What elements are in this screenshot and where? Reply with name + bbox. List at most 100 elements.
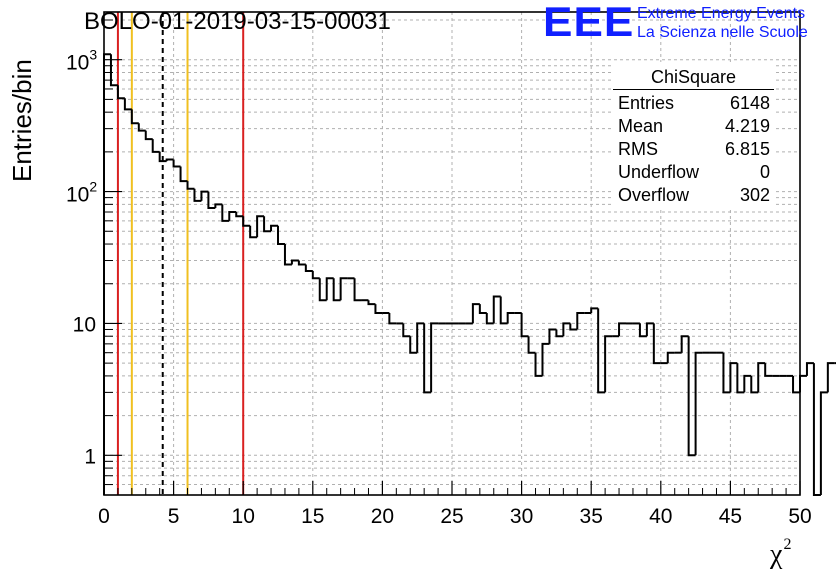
histogram-bin	[736, 363, 745, 394]
x-axis-label-exponent: 2	[783, 536, 792, 553]
histogram-bin	[179, 166, 188, 183]
histogram-bin	[722, 352, 731, 394]
histogram-bin	[200, 190, 209, 201]
histogram-bin	[805, 362, 814, 376]
histogram-bin	[764, 363, 773, 377]
histogram-bin	[534, 352, 543, 377]
x-tick-label: 45	[719, 505, 742, 528]
tick-labels: 0 5 10 15 20 25 30 35 40 45 50 1 10 102 103	[66, 47, 812, 528]
y-tick-label: 1	[84, 445, 96, 468]
histogram-bin	[297, 260, 306, 266]
x-tick-label: 35	[580, 505, 603, 528]
histogram-bin	[576, 311, 585, 330]
histogram-bin	[638, 323, 647, 338]
histogram-bin	[409, 336, 418, 354]
histogram-bin	[799, 374, 807, 393]
x-tick-label: 10	[232, 505, 255, 528]
histogram-bin	[430, 322, 439, 393]
histogram-bin	[325, 277, 334, 301]
logo-line-2: La Scienza nelle Scuole	[637, 24, 808, 41]
histogram-bin	[750, 375, 759, 394]
histogram-bin	[235, 211, 244, 218]
stats-value: 0	[759, 162, 770, 182]
histogram-bin	[819, 391, 828, 495]
histogram-bin	[290, 259, 299, 265]
histogram-bin	[541, 342, 550, 376]
x-tick-label: 0	[98, 505, 110, 528]
histogram-bin	[256, 215, 265, 238]
histogram-bin	[283, 244, 292, 266]
histogram-bin	[151, 139, 160, 153]
logo-mark: EEE	[543, 0, 635, 45]
histogram-bin	[416, 322, 425, 353]
histogram-bin	[645, 322, 654, 337]
histogram-bin	[228, 210, 237, 221]
axis-ticks	[103, 19, 801, 496]
histogram-bin	[270, 224, 278, 232]
histogram-bin	[652, 323, 661, 365]
histogram-bin	[812, 363, 821, 496]
histogram-bin	[214, 203, 223, 209]
histogram-bin	[548, 328, 557, 344]
y-tick-label: 10	[73, 313, 96, 336]
x-tick-label: 15	[301, 505, 324, 528]
histogram-bin	[116, 85, 125, 100]
histogram-bin	[492, 295, 501, 324]
histogram-bin	[604, 335, 613, 393]
histogram-bin	[193, 188, 202, 202]
histogram-bin	[123, 98, 132, 111]
stats-value: 6.815	[724, 139, 770, 159]
histogram-bin	[666, 351, 675, 364]
histogram-bin	[743, 374, 752, 393]
histogram-bin	[332, 278, 341, 302]
histogram-bin	[687, 336, 696, 457]
x-tick-label: 20	[371, 505, 394, 528]
histogram-bin	[826, 362, 835, 393]
stats-divider	[613, 89, 774, 90]
y-axis-label-box: Entries/bin	[2, 59, 42, 192]
histogram-bin	[478, 304, 487, 314]
histogram-bin	[499, 296, 508, 325]
histogram-bin	[792, 375, 800, 394]
histogram-bin	[527, 336, 536, 354]
x-axis-label: χ2	[770, 536, 791, 571]
histogram-bin	[263, 216, 272, 233]
stats-value: 6148	[729, 93, 770, 113]
y-tick-label: 103	[66, 47, 97, 75]
histogram-bin	[318, 278, 327, 302]
stats-key: Mean	[618, 116, 664, 136]
y-axis-label: Entries/bin	[7, 59, 37, 182]
histogram-bin	[207, 191, 216, 210]
x-tick-label: 25	[440, 505, 463, 528]
histogram-bin	[339, 277, 348, 301]
stats-key: RMS	[618, 139, 658, 159]
histogram-bin	[520, 312, 529, 338]
histogram-bin	[402, 323, 411, 338]
histogram-bin	[729, 362, 738, 393]
histogram-bin	[144, 130, 153, 141]
histogram-bin	[130, 109, 139, 125]
histogram-bin	[388, 312, 397, 325]
histogram-bin	[221, 204, 230, 222]
histogram-bin	[367, 300, 376, 306]
histogram-bars	[103, 53, 836, 496]
x-tick-label: 30	[510, 505, 533, 528]
histogram-bin	[680, 335, 689, 353]
histogram-bin	[249, 225, 258, 239]
histogram-bin	[311, 270, 320, 280]
marker-lines	[116, 12, 245, 495]
chart-title: BOLO-01-2019-03-15-00031	[84, 8, 391, 35]
histogram-bin	[165, 158, 174, 162]
histogram-bin	[353, 278, 362, 302]
x-tick-label: 50	[788, 505, 811, 528]
x-axis-label-base: χ	[770, 539, 783, 570]
logo-line-1: Extreme Energy Events	[637, 5, 806, 22]
histogram-bin	[186, 181, 195, 190]
histogram-bin	[242, 216, 251, 227]
histogram-bin	[694, 351, 703, 456]
stats-value: 4.219	[724, 116, 770, 136]
histogram-bin	[103, 53, 111, 495]
histogram-bin	[172, 159, 181, 168]
stats-key: Overflow	[618, 185, 690, 205]
